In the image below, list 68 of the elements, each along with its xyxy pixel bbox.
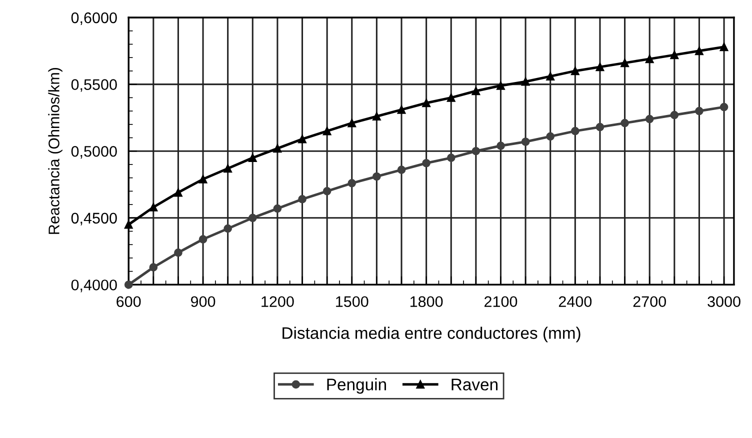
y-tick-label: 0,5000 [71,146,117,159]
y-tick-label: 0,4000 [71,280,117,292]
point [224,164,232,173]
point [248,214,257,222]
point [472,86,480,96]
point [174,248,182,257]
point [695,106,704,116]
point [198,235,208,244]
point [298,195,306,204]
point [124,280,133,289]
x-tick-label: 3000 [708,296,740,308]
point [422,98,430,108]
point [670,50,679,60]
point [174,188,182,197]
legend-label: Penguin [327,378,386,394]
y-tick-label: 0,5500 [71,79,117,92]
point [472,146,480,156]
point [571,126,580,136]
point [645,54,654,64]
point [620,118,629,128]
point [397,106,406,114]
point [521,77,530,86]
point [322,126,332,136]
point [446,154,456,162]
point [198,174,208,184]
x-tick-label: 900 [190,296,216,308]
point [596,62,604,72]
point [720,102,728,112]
y-tick-label: 0,6000 [71,12,117,26]
x-tick-label: 1800 [410,296,443,308]
point [149,203,158,212]
x-tick-label: 2700 [633,296,666,308]
point [546,132,555,141]
x-tick-label: 600 [116,296,141,308]
legend-label: Raven [452,378,498,390]
x-tick-label: 1200 [262,296,294,308]
point [596,122,604,132]
point [446,94,456,102]
point [670,110,679,120]
point [546,72,555,80]
point [372,172,381,181]
point [620,58,629,68]
point [273,204,282,213]
point [322,187,332,196]
x-axis-title: Distancia media entre conductores (mm) [282,326,580,342]
point [571,66,580,76]
point [273,144,282,153]
point [720,42,728,52]
y-tick-label: 0,4500 [71,212,117,226]
x-tick-label: 2400 [558,296,592,308]
point [496,142,505,150]
point [695,46,704,56]
point [521,138,530,146]
x-tick-label: 1500 [336,296,368,308]
point [298,134,306,144]
point [348,179,356,188]
point [372,112,381,121]
point [348,118,356,128]
point [645,114,654,124]
point [224,224,232,233]
y-axis-title: Reactancia (Ohmios/km) [48,68,62,234]
x-tick-label: 2100 [484,296,518,308]
point [124,220,133,229]
point [496,81,505,90]
point [248,154,257,162]
point [397,166,406,174]
point [422,158,430,168]
point [149,263,158,272]
